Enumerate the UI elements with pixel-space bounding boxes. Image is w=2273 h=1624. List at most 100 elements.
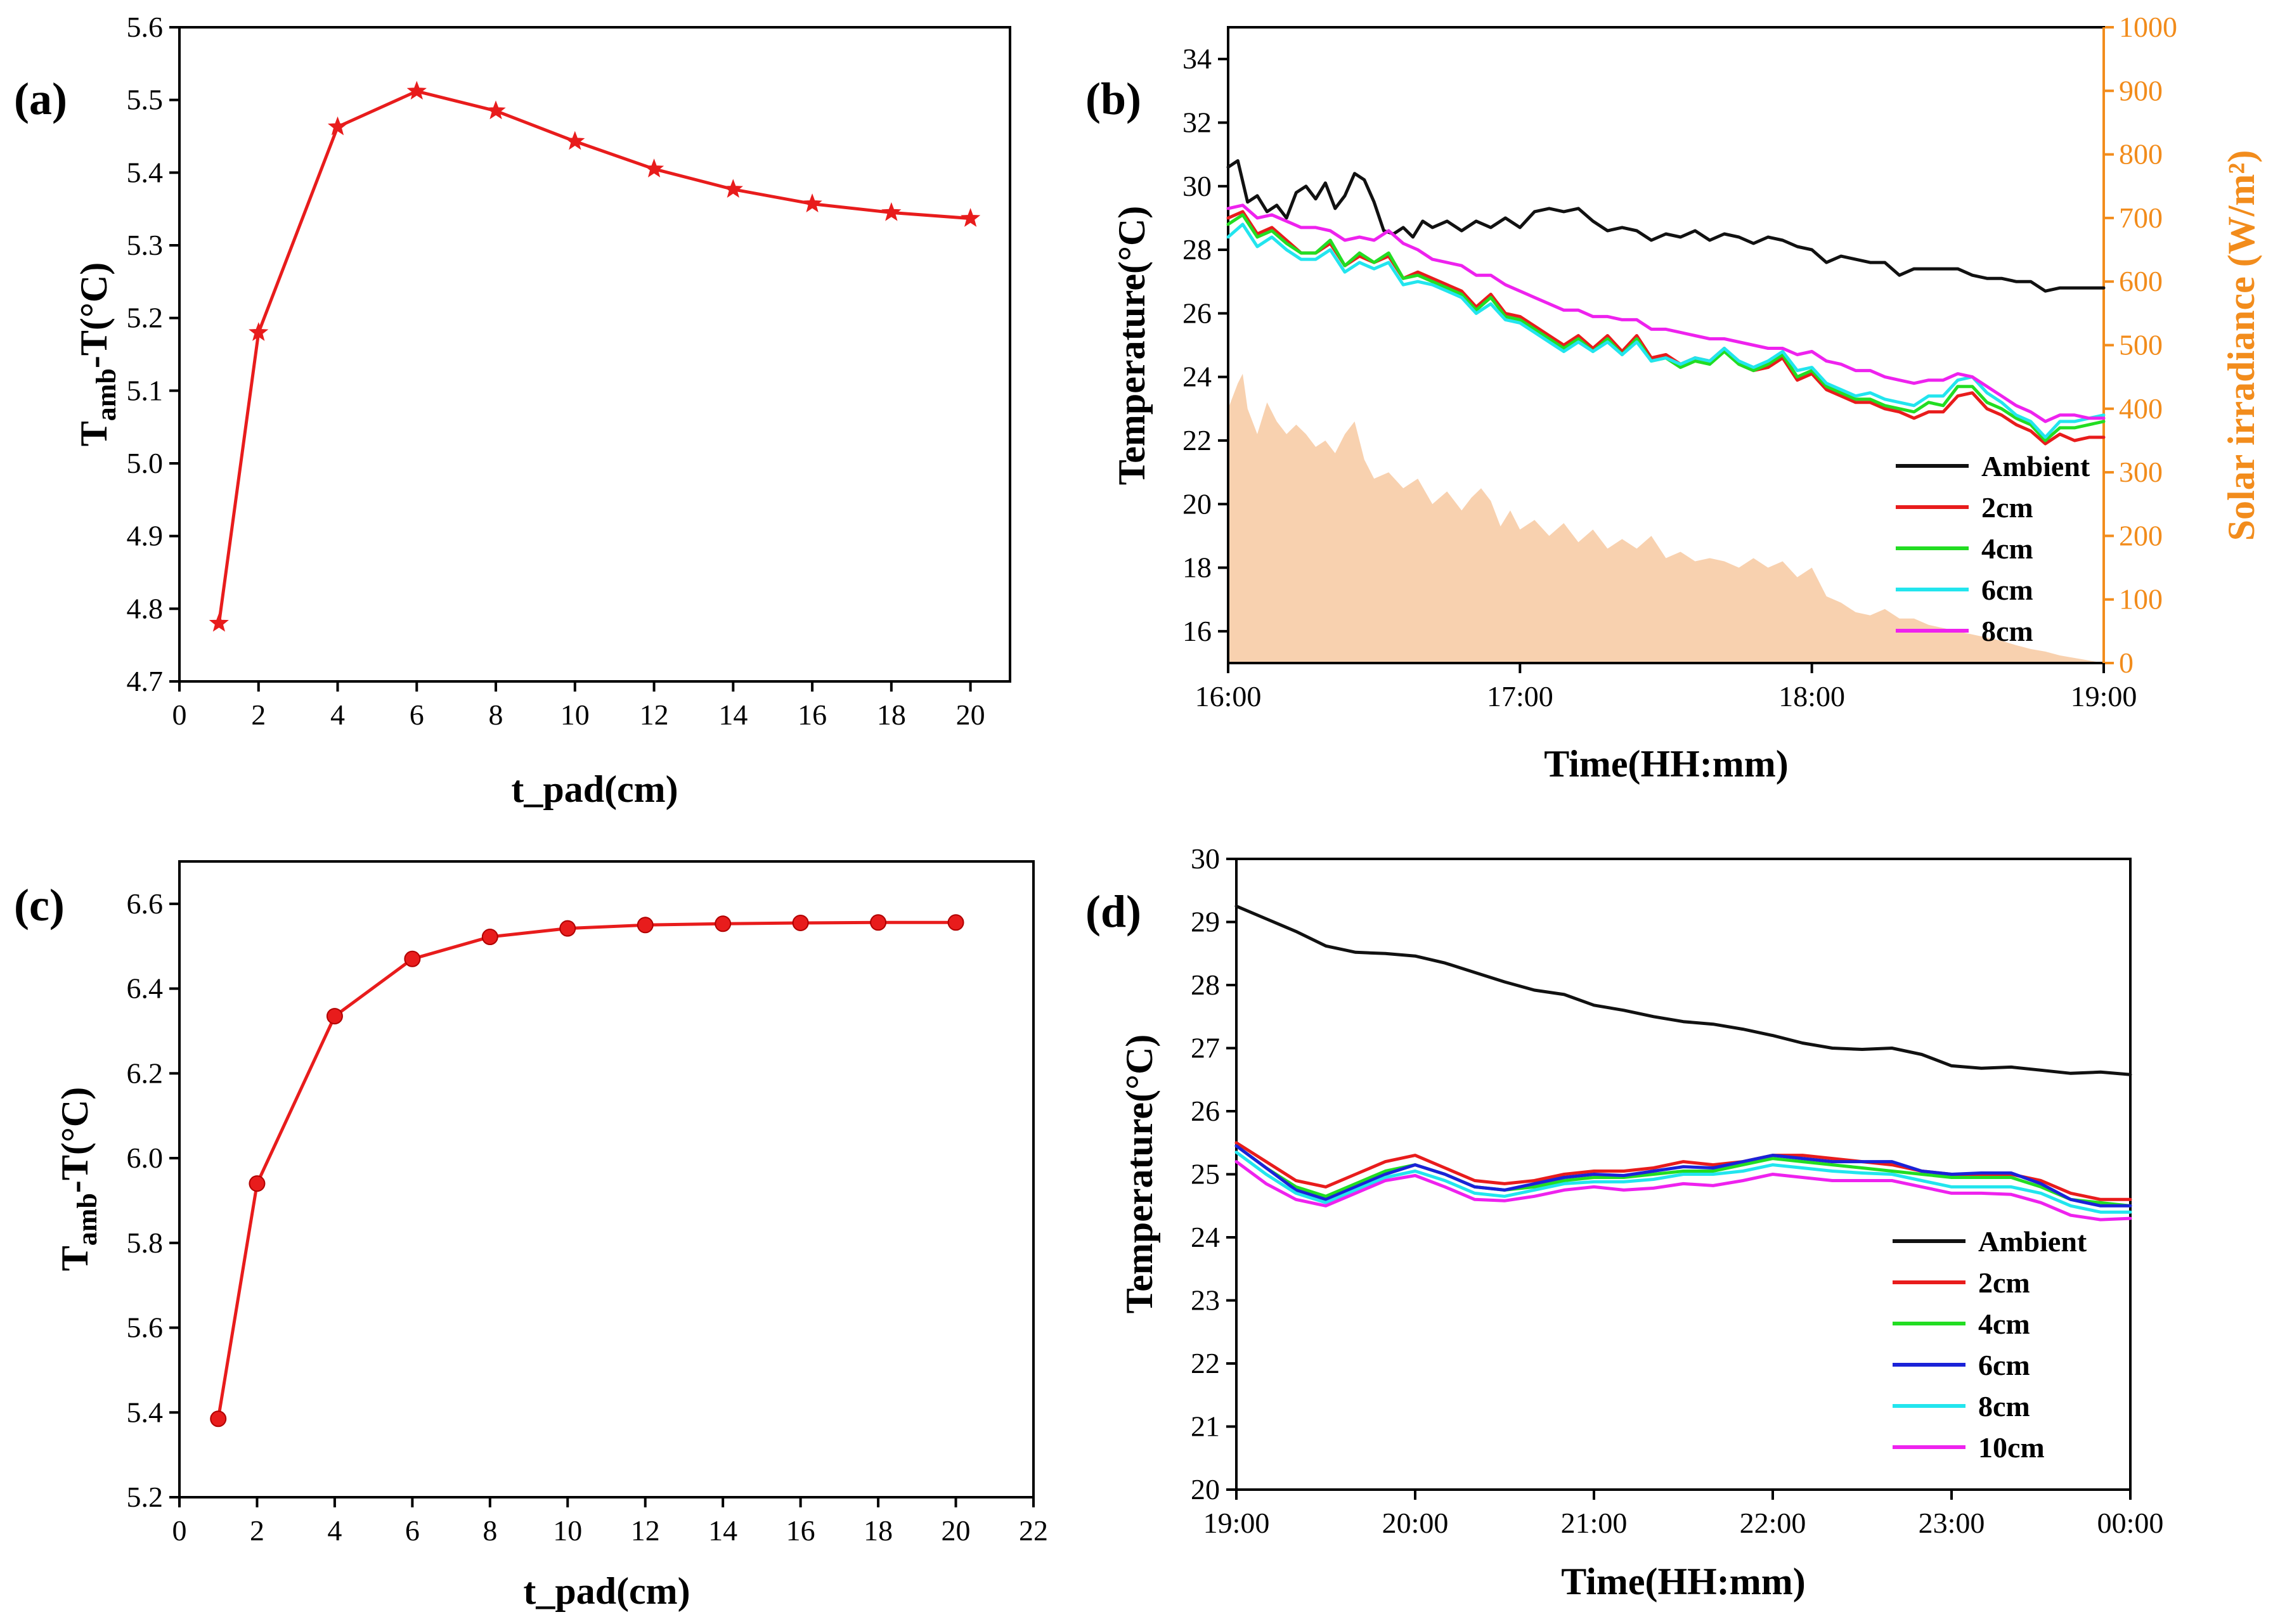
data-point-star [961, 208, 981, 227]
y-tick-label: 5.1 [127, 374, 164, 406]
chart-panel-a: (a) 0 2 4 6 8 10 12 14 16 18 20 4.7 4.8 4.9 5.0 5.1 5.2 5.… [14, 11, 1011, 810]
x-tick-label: 0 [172, 1514, 187, 1547]
data-point-star [486, 100, 506, 120]
x-axis-title: t_pad(cm) [511, 768, 678, 810]
plot-frame [178, 26, 1011, 683]
legend-label: 4cm [1978, 1308, 2030, 1340]
data-point-star [723, 179, 743, 198]
y-tick-label: 26 [1191, 1095, 1220, 1127]
legend-label: Ambient [1978, 1225, 2087, 1258]
x-tick-label: 2 [250, 1514, 264, 1547]
x-tick-label: 8 [489, 699, 503, 731]
y-tick-label: 18 [1182, 551, 1212, 584]
legend-label: 2cm [1978, 1266, 2030, 1299]
y-tick-label: 5.4 [127, 1396, 164, 1428]
y-axis-title: Temperature(°C) [1111, 206, 1153, 486]
y-tick-label: 4.8 [127, 592, 164, 624]
y-tick-label: 28 [1182, 233, 1212, 266]
x-tick-label: 6 [405, 1514, 420, 1547]
data-point-star [802, 193, 822, 212]
data-point-circle [326, 1008, 343, 1025]
data-point-star [644, 158, 664, 177]
x-tick-label: 4 [327, 1514, 342, 1547]
data-point-star [209, 612, 229, 632]
y-tick-label: 28 [1191, 969, 1220, 1001]
y2-tick-label: 400 [2119, 392, 2163, 425]
data-point-circle [249, 1175, 266, 1192]
y-tick-label: 5.2 [127, 302, 164, 334]
y-tick-label: 5.0 [127, 447, 164, 479]
y-tick-label: 5.6 [127, 11, 164, 43]
y-tick-label: 26 [1182, 297, 1212, 329]
x-tick-label: 18 [877, 699, 906, 731]
series-line-6cm [1226, 222, 2106, 439]
y2-tick-label: 700 [2119, 202, 2163, 234]
y-tick-label: 6.4 [127, 972, 164, 1005]
x-tick-label: 00:00 [2097, 1507, 2164, 1539]
data-point-star [406, 81, 427, 100]
x-tick-label: 22 [1019, 1514, 1048, 1547]
y2-tick-label: 900 [2119, 74, 2163, 106]
y2-tick-label: 100 [2119, 583, 2163, 615]
y-axis-title: Temperature(°C) [1118, 1034, 1160, 1314]
x-tick-label: 16 [786, 1514, 815, 1547]
x-tick-label: 12 [640, 699, 669, 731]
x-tick-label: 16:00 [1195, 680, 1262, 712]
legend-label: 8cm [1981, 615, 2033, 647]
legend: Ambient 2cm 4cm 6cm 8cm 10cm [1893, 1225, 2087, 1464]
y2-tick-label: 200 [2119, 519, 2163, 551]
y-tick-label: 4.9 [127, 520, 164, 552]
legend-label: 6cm [1981, 574, 2033, 606]
y-tick-label: 24 [1191, 1221, 1220, 1253]
y2-tick-label: 800 [2119, 138, 2163, 171]
y-tick-label: 5.2 [127, 1481, 164, 1513]
data-point-star [327, 116, 348, 136]
data-point-circle [637, 917, 654, 934]
y-tick-label: 5.6 [127, 1311, 164, 1344]
legend-label: 4cm [1981, 532, 2033, 565]
x-tick-label: 20 [956, 699, 985, 731]
y-tick-label: 20 [1191, 1473, 1220, 1505]
y-tick-label: 21 [1191, 1410, 1220, 1443]
data-point-circle [481, 929, 498, 946]
series-line-8cm [1234, 1150, 2132, 1214]
y-tick-label: 32 [1182, 106, 1212, 138]
x-axis-title: Time(HH:mm) [1561, 1561, 1805, 1602]
y-axis-title: Tamb-T(°C) [73, 262, 122, 446]
legend: Ambient 2cm 4cm 6cm 8cm [1896, 450, 2090, 647]
data-point-circle [559, 920, 576, 937]
y-axis-title-subscript: amb [91, 368, 122, 421]
x-tick-label: 0 [172, 699, 187, 731]
y2-tick-label: 1000 [2119, 11, 2177, 43]
data-point-circle [404, 950, 421, 967]
y-axis-title: Tamb-T(°C) [54, 1087, 103, 1271]
y-tick-label: 23 [1191, 1284, 1220, 1317]
x-tick-label: 18 [864, 1514, 893, 1547]
y-tick-label: 30 [1191, 842, 1220, 875]
series-line-2cm [1234, 1141, 2132, 1201]
y-tick-label: 20 [1182, 487, 1212, 520]
y-tick-label: 24 [1182, 361, 1212, 393]
y-tick-label: 25 [1191, 1158, 1220, 1190]
y-tick-label: 22 [1191, 1347, 1220, 1379]
y-tick-label: 5.3 [127, 229, 164, 261]
y-axis-title-subscript: amb [72, 1193, 103, 1246]
data-point-circle [947, 914, 964, 931]
series-line [217, 89, 971, 624]
y-tick-label: 16 [1182, 615, 1212, 647]
y2-tick-label: 500 [2119, 329, 2163, 361]
y-tick-label: 6.2 [127, 1057, 164, 1089]
x-tick-label: 18:00 [1778, 680, 1845, 712]
series-line-10cm [1234, 1160, 2132, 1221]
x-tick-label: 21:00 [1561, 1507, 1628, 1539]
series-line [216, 920, 956, 1419]
x-tick-label: 14 [718, 699, 748, 731]
data-point-circle [792, 914, 809, 931]
data-point-circle [210, 1410, 227, 1427]
y-axis-title-rest: -T(°C) [54, 1087, 96, 1193]
y-tick-label: 4.7 [127, 665, 164, 697]
x-tick-label: 6 [410, 699, 424, 731]
data-point-star [881, 202, 902, 221]
x-tick-label: 17:00 [1487, 680, 1553, 712]
legend-label: 6cm [1978, 1349, 2030, 1381]
